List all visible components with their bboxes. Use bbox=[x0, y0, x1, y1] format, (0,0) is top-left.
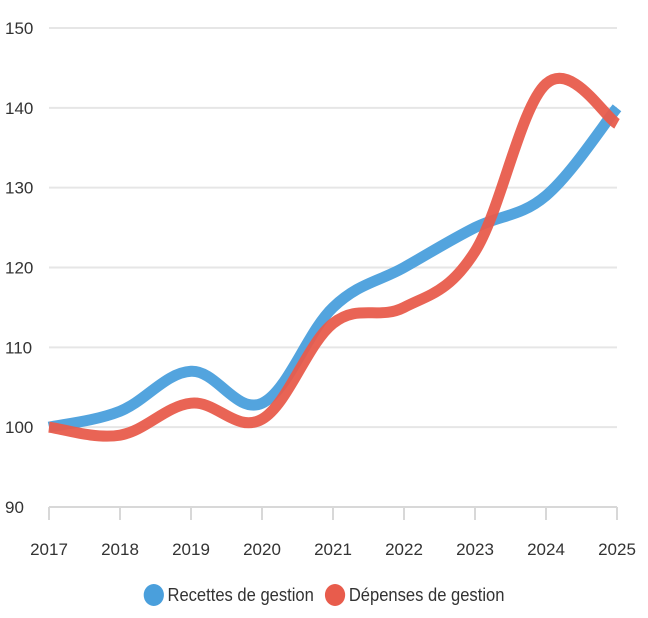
x-tick-label: 2023 bbox=[456, 540, 494, 559]
y-tick-label: 140 bbox=[5, 99, 33, 118]
chart-legend: Recettes de gestion Dépenses de gestion bbox=[26, 584, 622, 606]
y-tick-label: 100 bbox=[5, 418, 33, 437]
y-tick-label: 110 bbox=[5, 338, 32, 357]
x-tick-label: 2019 bbox=[172, 540, 210, 559]
x-tick-label: 2022 bbox=[385, 540, 423, 559]
y-tick-label: 120 bbox=[5, 259, 33, 278]
legend-label-depenses: Dépenses de gestion bbox=[348, 584, 505, 605]
x-tick-label: 2025 bbox=[598, 540, 636, 559]
x-tick-label: 2020 bbox=[243, 540, 281, 559]
legend-item-depenses[interactable]: Dépenses de gestion bbox=[324, 584, 505, 606]
x-tick-label: 2018 bbox=[101, 540, 139, 559]
y-tick-label: 130 bbox=[5, 179, 33, 198]
x-tick-label: 2017 bbox=[30, 540, 68, 559]
legend-item-recettes[interactable]: Recettes de gestion bbox=[143, 584, 314, 606]
line-chart: 90 100 110 120 130 140 150 2017 2018 2019 2020 202… bbox=[5, 19, 636, 559]
y-tick-label: 150 bbox=[5, 19, 33, 38]
legend-marker-recettes bbox=[143, 584, 164, 606]
x-tick-label: 2024 bbox=[527, 540, 565, 559]
y-tick-label: 90 bbox=[5, 498, 24, 517]
legend-label-recettes: Recettes de gestion bbox=[167, 584, 314, 605]
x-tick-label: 2021 bbox=[314, 540, 352, 559]
legend-marker-depenses bbox=[324, 584, 346, 606]
series-line-depenses bbox=[48, 72, 621, 442]
